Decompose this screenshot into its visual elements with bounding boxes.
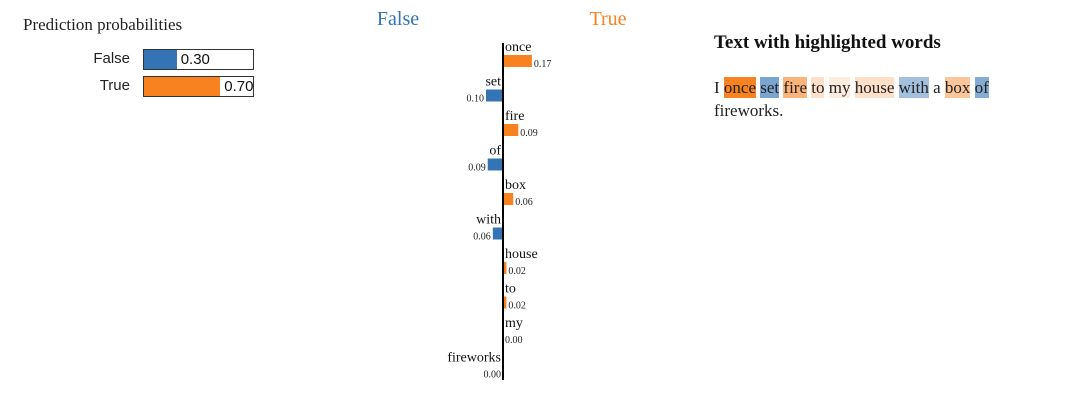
probability-value-true: 0.70: [224, 78, 254, 95]
feature-weight-to: 0.02: [508, 301, 526, 312]
feature-bar-with: [492, 227, 503, 240]
feature-bar-once: [503, 55, 532, 67]
token-to: to: [811, 77, 825, 98]
feature-bar-fire: [503, 124, 519, 136]
feature-bar-box: [503, 193, 514, 205]
feature-word-to: to: [505, 282, 516, 297]
token-fireworks: fireworks.: [714, 101, 784, 120]
token-of: of: [974, 77, 989, 98]
token-box: box: [944, 77, 971, 98]
feature-word-fireworks: fireworks: [447, 351, 501, 366]
feature-weight-of: 0.09: [468, 163, 486, 174]
probability-row-true: True 0.70: [0, 76, 300, 98]
feature-word-box: box: [505, 178, 526, 193]
probability-row-false: False 0.30: [0, 49, 300, 71]
highlighted-text-panel: Text with highlighted words I once set f…: [714, 32, 1054, 122]
prediction-probabilities-title: Prediction probabilities: [23, 15, 183, 34]
feature-weight-set: 0.10: [467, 94, 485, 105]
feature-word-with: with: [476, 213, 501, 228]
token-fire: fire: [783, 77, 807, 98]
feature-bar-house: [503, 262, 507, 274]
token-set: set: [760, 77, 780, 98]
token-house: house: [854, 77, 895, 98]
feature-weight-with: 0.06: [473, 232, 491, 243]
token-a: a: [933, 78, 941, 97]
feature-weight-fireworks: 0.00: [484, 370, 502, 381]
feature-word-my: my: [505, 316, 523, 331]
probability-label-false: False: [93, 50, 130, 67]
feature-bar-set: [486, 89, 503, 102]
feature-word-fire: fire: [505, 109, 524, 124]
prediction-probabilities-panel: Prediction probabilities False 0.30 True…: [0, 0, 300, 120]
probability-bar-true: [144, 77, 221, 96]
feature-weight-once: 0.17: [534, 59, 552, 70]
feature-weight-house: 0.02: [508, 266, 526, 277]
feature-word-of: of: [489, 144, 501, 159]
feature-weight-fire: 0.09: [520, 128, 538, 139]
class-header-true: True: [589, 8, 626, 30]
token-i: I: [714, 78, 720, 97]
feature-bar-to: [503, 296, 507, 309]
feature-weight-my: 0.00: [505, 335, 523, 346]
probability-bar-frame-true: 0.70: [143, 76, 254, 97]
feature-word-once: once: [505, 40, 531, 55]
token-once: once: [723, 77, 757, 98]
token-my: my: [828, 77, 851, 98]
highlighted-text-heading: Text with highlighted words: [714, 32, 941, 53]
feature-bar-of: [487, 158, 503, 171]
feature-weight-box: 0.06: [515, 197, 533, 208]
probability-label-true: True: [99, 77, 130, 94]
feature-word-set: set: [485, 75, 501, 90]
highlighted-text-body: I once set fire to my house with a box o…: [714, 76, 1054, 122]
class-header-false: False: [377, 8, 419, 30]
probability-value-false: 0.30: [180, 51, 210, 68]
token-with: with: [898, 77, 929, 98]
feature-word-house: house: [505, 247, 538, 262]
probability-bar-frame-false: 0.30: [143, 49, 254, 70]
probability-bar-false: [144, 50, 177, 69]
